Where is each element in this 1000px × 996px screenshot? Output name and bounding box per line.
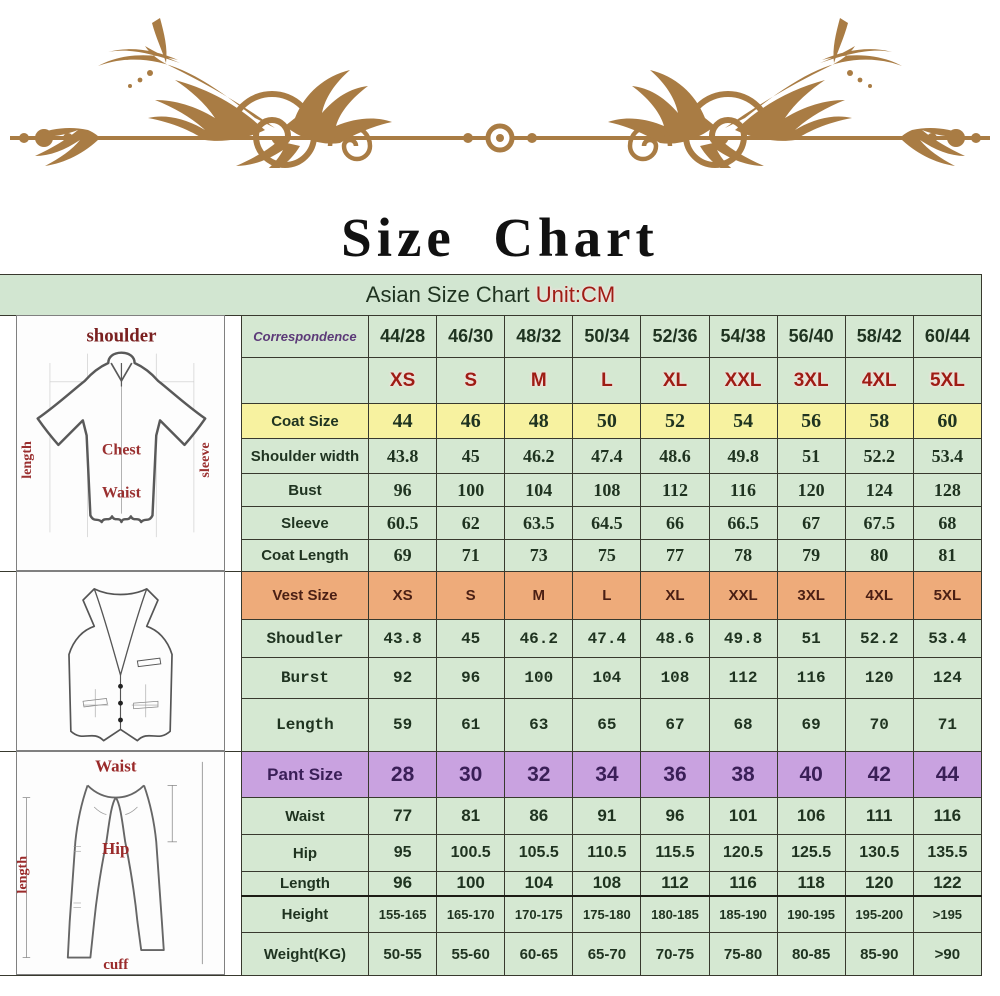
- svg-text:Chest: Chest: [102, 441, 142, 458]
- svg-text:length: length: [19, 441, 35, 479]
- svg-text:length: length: [17, 856, 30, 894]
- svg-text:sleeve: sleeve: [197, 442, 213, 477]
- svg-text:Waist: Waist: [102, 485, 142, 502]
- svg-text:Waist: Waist: [95, 756, 137, 775]
- svg-text:shoulder: shoulder: [86, 325, 156, 346]
- svg-text:cuff: cuff: [103, 957, 129, 973]
- svg-text:Hip: Hip: [102, 839, 129, 858]
